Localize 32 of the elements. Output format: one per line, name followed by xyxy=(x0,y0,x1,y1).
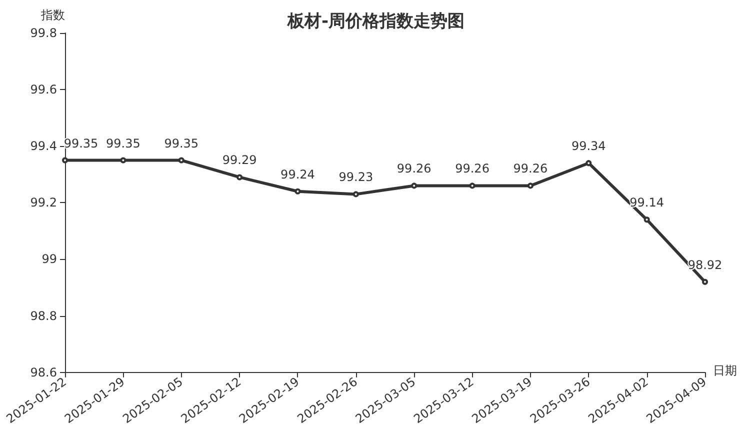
y-tick-label: 99.4 xyxy=(30,139,57,154)
data-label: 99.26 xyxy=(396,162,432,176)
x-axis-title: 日期 xyxy=(713,363,737,378)
point xyxy=(294,188,301,194)
data-label: 99.26 xyxy=(513,162,548,176)
point xyxy=(527,182,534,189)
chart-title: 板材-周价格指数走势图 xyxy=(286,12,465,32)
y-tick-label: 98.6 xyxy=(30,365,57,380)
y-tick-label: 99.8 xyxy=(30,26,57,40)
point xyxy=(586,160,592,166)
point xyxy=(644,216,650,223)
data-label: 99.23 xyxy=(338,170,374,184)
point xyxy=(469,182,476,189)
data-label: 99.35 xyxy=(164,136,199,150)
point xyxy=(702,278,708,285)
point xyxy=(411,182,418,189)
y-tick-label: 99 xyxy=(42,252,57,266)
point xyxy=(178,157,184,164)
point xyxy=(236,174,243,180)
data-label: 99.14 xyxy=(630,196,664,210)
y-axis-title: 指数 xyxy=(40,8,65,22)
y-tick-label: 98.8 xyxy=(30,308,57,323)
y-tick-label: 99.2 xyxy=(30,196,57,210)
point xyxy=(352,191,359,198)
data-label: 99.34 xyxy=(571,139,606,154)
data-label: 99.29 xyxy=(222,153,257,168)
point xyxy=(62,157,68,164)
data-label: 99.24 xyxy=(280,167,315,182)
y-tick-label: 99.6 xyxy=(30,82,57,97)
data-label: 99.35 xyxy=(106,136,140,150)
data-label: 99.26 xyxy=(455,162,490,176)
point xyxy=(120,157,126,164)
